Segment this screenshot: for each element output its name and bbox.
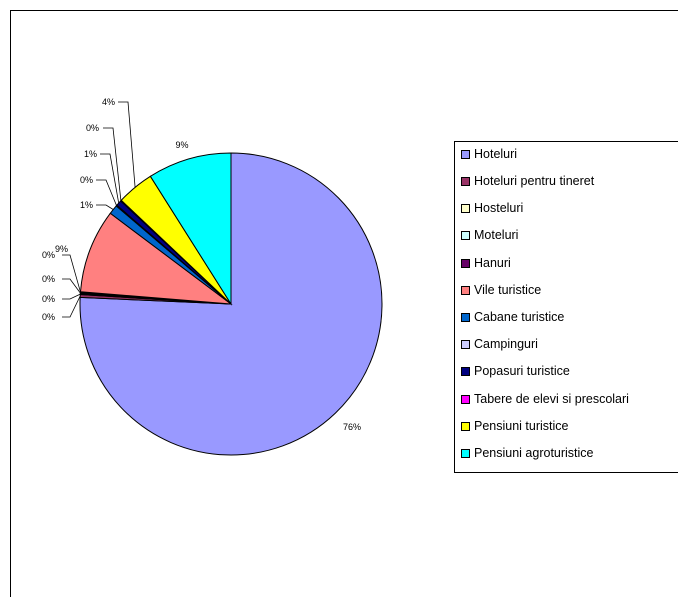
legend-swatch bbox=[461, 285, 470, 295]
legend-item: Tabere de elevi si prescolari bbox=[461, 391, 629, 407]
leader-line bbox=[96, 179, 117, 206]
legend-label: Hanuri bbox=[474, 256, 511, 270]
legend-item: Popasuri turistice bbox=[461, 363, 570, 379]
legend-label: Pensiuni agroturistice bbox=[474, 446, 594, 460]
legend: Hoteluri Hoteluri pentru tineret Hostelu… bbox=[454, 141, 678, 473]
leader-line bbox=[100, 153, 120, 204]
slice-percent-label: 76% bbox=[343, 422, 361, 432]
legend-swatch bbox=[461, 149, 470, 159]
slice-percent-label: 4% bbox=[102, 97, 115, 107]
legend-swatch bbox=[461, 339, 470, 349]
legend-swatch bbox=[461, 203, 470, 213]
legend-label: Tabere de elevi si prescolari bbox=[474, 392, 629, 406]
pie-slice bbox=[79, 152, 383, 456]
legend-swatch bbox=[461, 258, 470, 268]
legend-item: Pensiuni turistice bbox=[461, 418, 569, 434]
slice-percent-label: 0% bbox=[42, 312, 55, 322]
leader-line bbox=[62, 293, 81, 300]
slice-percent-label: 0% bbox=[80, 175, 93, 185]
legend-item: Campinguri bbox=[461, 336, 538, 352]
legend-label: Popasuri turistice bbox=[474, 364, 570, 378]
slice-percent-label: 1% bbox=[84, 149, 97, 159]
chart-area bbox=[10, 10, 678, 597]
legend-label: Cabane turistice bbox=[474, 310, 565, 324]
legend-swatch bbox=[461, 230, 470, 240]
legend-label: Vile turistice bbox=[474, 283, 542, 297]
legend-item: Vile turistice bbox=[461, 282, 541, 298]
leader-line bbox=[62, 278, 81, 294]
leader-line bbox=[118, 101, 136, 188]
legend-label: Campinguri bbox=[474, 337, 538, 351]
legend-label: Moteluri bbox=[474, 228, 519, 242]
legend-label: Hoteluri pentru tineret bbox=[474, 174, 595, 188]
legend-swatch bbox=[461, 176, 470, 186]
legend-item: Hoteluri bbox=[461, 146, 517, 162]
legend-item: Pensiuni agroturistice bbox=[461, 445, 594, 461]
slice-percent-label: 9% bbox=[175, 140, 188, 150]
slice-percent-label: 0% bbox=[42, 294, 55, 304]
slice-percent-label: 0% bbox=[42, 274, 55, 284]
leader-line bbox=[62, 295, 81, 318]
legend-item: Hanuri bbox=[461, 255, 511, 271]
legend-item: Cabane turistice bbox=[461, 309, 564, 325]
slice-percent-label: 1% bbox=[80, 200, 93, 210]
legend-item: Hosteluri bbox=[461, 200, 523, 216]
slice-percent-label: 0% bbox=[86, 123, 99, 133]
leader-line bbox=[96, 204, 114, 210]
legend-label: Pensiuni turistice bbox=[474, 419, 569, 433]
leader-line bbox=[103, 127, 122, 201]
legend-label: Hosteluri bbox=[474, 201, 524, 215]
legend-label: Hoteluri bbox=[474, 147, 518, 161]
pie-slice bbox=[79, 212, 233, 305]
pie-slice bbox=[149, 152, 232, 306]
legend-swatch bbox=[461, 394, 470, 404]
legend-item: Moteluri bbox=[461, 227, 518, 243]
legend-swatch bbox=[461, 312, 470, 322]
slice-percent-label: 0% bbox=[42, 250, 55, 260]
legend-item: Hoteluri pentru tineret bbox=[461, 173, 594, 189]
leader-line bbox=[62, 254, 81, 293]
legend-swatch bbox=[461, 366, 470, 376]
slice-percent-label: 9% bbox=[55, 244, 68, 254]
legend-swatch bbox=[461, 421, 470, 431]
legend-swatch bbox=[461, 448, 470, 458]
